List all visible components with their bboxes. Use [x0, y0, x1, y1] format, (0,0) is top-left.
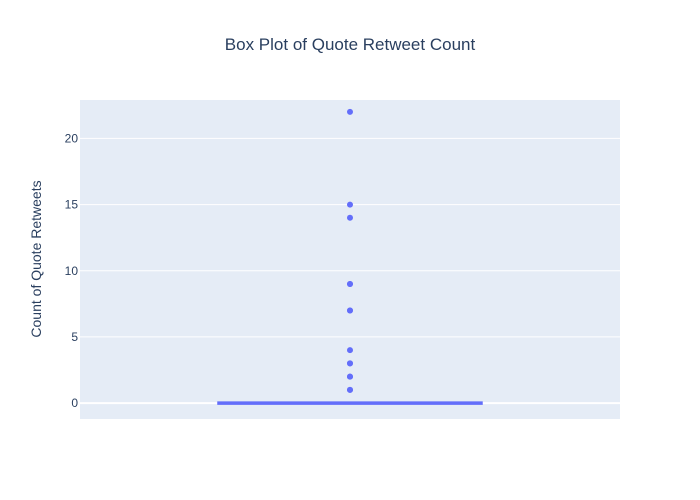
y-tick-label: 0 [71, 396, 78, 410]
outlier-point [347, 214, 353, 221]
outlier-point [347, 201, 353, 208]
y-tick-label: 15 [65, 198, 79, 212]
plot-area [80, 100, 620, 419]
outlier-point [347, 373, 353, 380]
outlier-point [347, 108, 353, 115]
outlier-point [347, 347, 353, 354]
outlier-point [347, 307, 353, 314]
chart-title: Box Plot of Quote Retweet Count [225, 35, 476, 54]
y-tick-label: 10 [65, 264, 79, 278]
outlier-point [347, 280, 353, 287]
y-axis-ticks: 0 5 10 15 20 [65, 131, 79, 410]
y-tick-label: 5 [71, 330, 78, 344]
outlier-point [347, 386, 353, 393]
box-layer [217, 401, 483, 405]
y-tick-label: 20 [65, 131, 79, 145]
outlier-point [347, 360, 353, 367]
outlier-points [347, 108, 353, 393]
y-axis-label: Count of Quote Retweets [28, 180, 44, 337]
